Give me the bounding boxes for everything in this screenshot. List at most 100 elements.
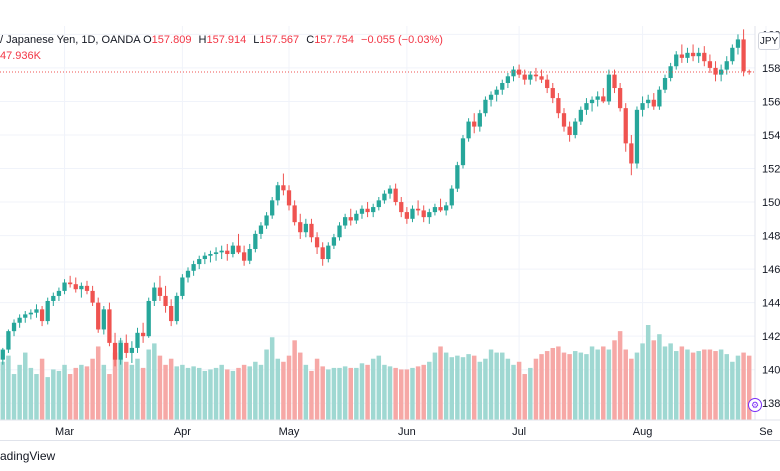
volume-bar [668,343,673,420]
volume-bar [567,354,572,420]
candle-body [11,322,17,332]
candle-body [707,61,713,68]
volume-bar [612,340,617,420]
volume-bar [449,357,455,420]
y-tick-label: 140 [762,365,780,377]
candle-body [56,290,62,296]
y-tick-label: 142 [762,331,780,343]
volume-bar [95,346,101,420]
volume-bar [342,366,348,420]
candle-body [84,285,90,291]
candle-body [101,309,106,330]
candle-body [68,282,73,285]
volume-bar [477,361,483,420]
settings-gear-icon[interactable]: ⚙ [748,398,762,412]
volume-bar [730,361,735,420]
candle-body [466,121,471,139]
volume-bar [533,358,539,420]
volume-bar [735,355,741,420]
volume-bar [28,367,34,420]
candle-body [286,190,292,206]
candle-body [393,188,398,203]
candle-body [365,208,370,213]
candle-body [298,222,303,233]
candle-body [0,349,5,360]
volume-bar [410,367,415,420]
volume-bar [494,352,499,420]
candle-body [23,314,28,318]
candle-body [73,284,78,290]
currency-button[interactable]: JPY [758,32,780,50]
volume-bar [606,349,612,420]
candle-body [421,210,426,218]
candle-body [399,202,404,213]
candle-body [309,223,314,238]
candle-body [354,213,359,221]
volume-bar [17,364,22,420]
candle-body [152,287,157,301]
candle-body [219,250,224,253]
volume-bar [718,349,724,420]
volume-bar [713,351,718,420]
volume-bar [11,374,17,420]
candle-body [595,96,600,100]
candle-body [96,302,101,330]
candle-body [118,342,123,360]
candle-body [225,250,230,255]
candle-body [747,71,752,73]
candle-body [253,233,258,249]
volume-bar [690,352,696,420]
candle-body [174,295,179,322]
candle-body [45,300,50,322]
candle-body [376,200,381,208]
candle-body [191,264,196,271]
volume-bar [180,364,185,420]
volume-bar [382,364,387,420]
close-key: C [306,34,315,46]
volume-bar [623,349,628,420]
close-value: 157.754 [314,34,354,46]
candle-body [472,121,477,127]
candle-body [522,74,527,80]
candle-body [623,108,628,144]
volume-bar [370,358,376,420]
candle-body [90,290,95,303]
candle-body [241,252,247,261]
candle-body [124,342,129,353]
volume-bar [359,363,365,420]
candle-body [404,212,409,219]
volume-bar [544,351,550,420]
volume-bar [208,369,213,420]
tradingview-logo[interactable]: adingView [0,449,56,463]
volume-bar [679,346,685,420]
candle-body [6,331,11,350]
volume-bar [673,351,679,420]
volume-bar [572,351,578,420]
volume-bar [741,352,746,420]
x-tick-label: Jun [398,426,416,438]
volume-bar [331,367,337,420]
candle-body [129,347,135,353]
volume-bar [438,346,443,420]
candle-body [62,282,67,291]
volume-bar [34,374,39,420]
candle-body [696,52,701,57]
volume-bar [365,364,370,420]
candle-body [112,342,118,360]
volume-bar [275,358,281,420]
volume-bar [191,366,196,420]
y-tick-label: 148 [762,231,780,243]
volume-bar [281,361,286,420]
volume-bar [152,343,157,420]
candle-body [247,248,252,261]
volume-bar [73,367,79,420]
price-chart[interactable]: 138140142144146148150152154156158160 Mar… [0,0,780,440]
volume-bar [309,370,314,420]
volume-bar [466,354,471,420]
volume-bar [387,366,393,420]
volume-bar [460,357,466,420]
candle-body [415,208,421,211]
volume-bar [202,370,208,420]
open-key: O [143,34,152,46]
